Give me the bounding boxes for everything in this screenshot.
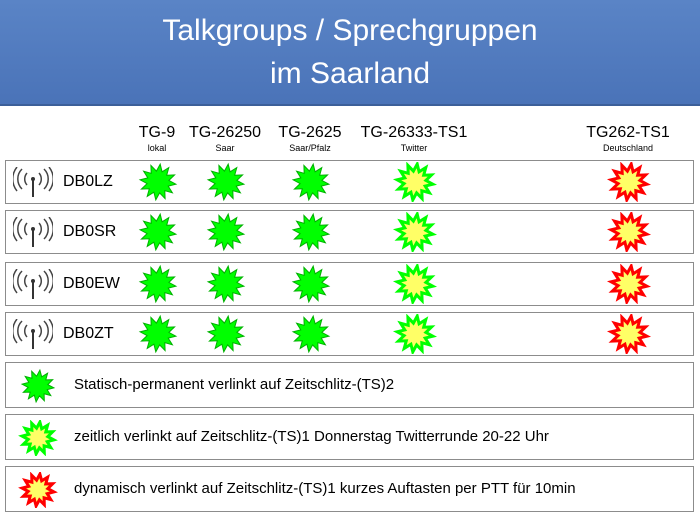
talkgroup-header: TG-26250 Saar	[160, 124, 290, 154]
antenna-icon	[13, 319, 53, 349]
static-link-icon	[291, 212, 331, 252]
talkgroup-header: TG-9 lokal	[92, 124, 222, 154]
repeater-row: DB0ZT	[5, 312, 694, 356]
repeater-name: DB0EW	[63, 275, 120, 292]
timed-link-icon	[392, 162, 438, 202]
page-title: Talkgroups / Sprechgruppen	[162, 14, 538, 47]
legend-item-static: Statisch-permanent verlinkt auf Zeitschl…	[5, 362, 694, 408]
repeater-row: DB0EW	[5, 262, 694, 306]
talkgroup-id: TG-26333-TS1	[360, 124, 468, 141]
static-link-icon	[138, 162, 178, 202]
talkgroup-region: Twitter	[400, 143, 428, 153]
legend-item-timed: zeitlich verlinkt auf Zeitschlitz-(TS)1 …	[5, 414, 694, 460]
legend-text: zeitlich verlinkt auf Zeitschlitz-(TS)1 …	[74, 428, 549, 445]
timed-link-icon	[392, 314, 438, 354]
legend-item-dynamic: dynamisch verlinkt auf Zeitschlitz-(TS)1…	[5, 466, 694, 512]
talkgroup-id: TG262-TS1	[586, 124, 670, 141]
static-link-icon	[206, 212, 246, 252]
talkgroup-region: Saar/Pfalz	[289, 143, 331, 153]
static-link-icon	[291, 162, 331, 202]
talkgroup-region: Saar	[215, 143, 235, 153]
static-link-icon	[291, 314, 331, 354]
talkgroup-header: TG-26333-TS1 Twitter	[349, 124, 479, 154]
talkgroup-header: TG-2625 Saar/Pfalz	[245, 124, 375, 154]
dynamic-link-icon	[606, 162, 652, 202]
repeater-row: DB0SR	[5, 210, 694, 254]
dynamic-link-icon	[606, 314, 652, 354]
dynamic-link-icon	[606, 264, 652, 304]
timed-link-icon	[392, 212, 438, 252]
static-link-icon	[206, 314, 246, 354]
repeater-name: DB0LZ	[63, 173, 113, 190]
talkgroup-id: TG-26250	[188, 124, 262, 141]
legend-text: dynamisch verlinkt auf Zeitschlitz-(TS)1…	[74, 480, 576, 497]
static-link-icon	[138, 314, 178, 354]
repeater-row: DB0LZ	[5, 160, 694, 204]
timed-link-icon	[18, 420, 58, 456]
talkgroup-id: TG-9	[138, 124, 176, 141]
static-link-icon	[206, 264, 246, 304]
static-link-icon	[138, 212, 178, 252]
dynamic-link-icon	[606, 212, 652, 252]
talkgroup-id: TG-2625	[278, 124, 342, 141]
timed-link-icon	[392, 264, 438, 304]
static-link-icon	[206, 162, 246, 202]
title-banner: Talkgroups / Sprechgruppen im Saarland	[0, 0, 700, 106]
repeater-name: DB0ZT	[63, 325, 114, 342]
repeater-name: DB0SR	[63, 223, 117, 240]
static-link-icon	[138, 264, 178, 304]
antenna-icon	[13, 167, 53, 197]
talkgroup-region: Deutschland	[602, 143, 654, 153]
static-link-icon	[291, 264, 331, 304]
talkgroup-region: lokal	[147, 143, 167, 153]
static-link-icon	[20, 368, 56, 404]
antenna-icon	[13, 269, 53, 299]
legend-text: Statisch-permanent verlinkt auf Zeitschl…	[74, 376, 395, 393]
page-subtitle: im Saarland	[269, 57, 431, 90]
talkgroup-header: TG262-TS1 Deutschland	[563, 124, 693, 154]
antenna-icon	[13, 217, 53, 247]
dynamic-link-icon	[18, 472, 58, 508]
